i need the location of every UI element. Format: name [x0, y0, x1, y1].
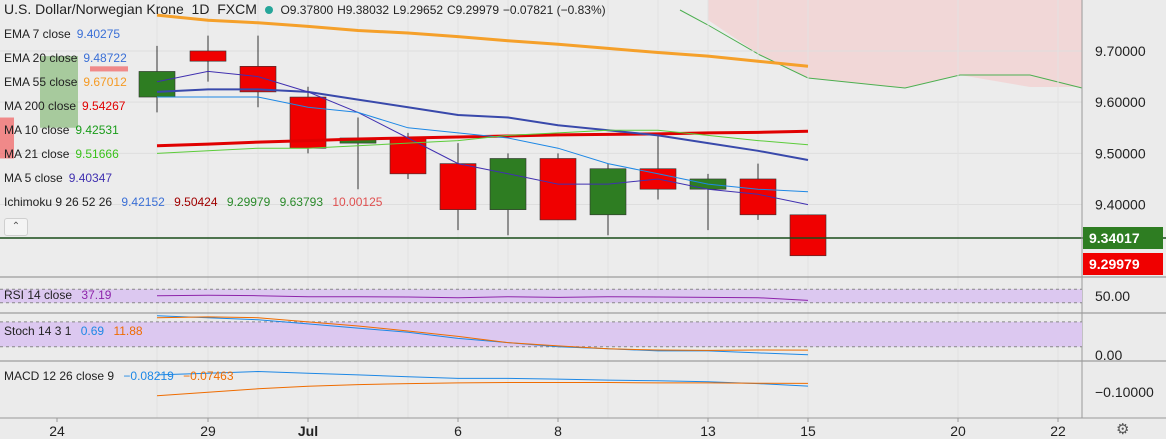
price-axis-label: 9.50000	[1095, 145, 1146, 161]
legend-label: EMA 7 close	[4, 27, 71, 41]
legend-value: 9.51666	[75, 147, 119, 161]
rsi-line	[156, 294, 809, 301]
rsi-axis-label: 50.00	[1095, 288, 1130, 304]
ichimoku-value-5: 10.00125	[332, 195, 383, 209]
price-axis-label: 9.70000	[1095, 43, 1146, 59]
legend-label: MA 21 close	[4, 147, 70, 161]
candle-partial-up	[40, 56, 78, 128]
stoch-legend: Stoch 14 3 1 0.69 11.88	[4, 324, 143, 338]
macd-axis-label: −0.10000	[1095, 384, 1154, 400]
status-dot-icon	[264, 6, 273, 14]
candle-partial-down	[90, 66, 128, 72]
gear-icon[interactable]: ⚙	[1116, 421, 1130, 438]
candle-down	[789, 214, 827, 257]
symbol-title: U.S. Dollar/Norwegian Krone	[4, 1, 184, 17]
candle-up	[138, 71, 176, 98]
series-line	[156, 129, 809, 154]
series-line	[156, 13, 809, 68]
close-price-tag: 9.29979	[1083, 253, 1163, 275]
candle-down	[539, 158, 577, 221]
low-value: L9.29652	[393, 3, 444, 17]
legend-row: MA 10 close 9.42531	[4, 123, 125, 137]
macd-signal-value: −0.07463	[183, 369, 234, 383]
stoch-d-value: 11.88	[113, 324, 143, 338]
candle-up	[489, 158, 527, 210]
ichimoku-span-line	[679, 9, 1083, 89]
candle-up	[589, 168, 627, 216]
ichimoku-value-2: 9.50424	[174, 195, 218, 209]
legend-value: 9.40275	[76, 27, 121, 41]
ichimoku-label: Ichimoku 9 26 52 26	[4, 195, 113, 209]
x-axis-label: 6	[454, 423, 462, 439]
ichimoku-value-1: 9.42152	[121, 195, 165, 209]
candle-down	[439, 163, 477, 210]
legend-value: 9.42531	[75, 123, 119, 137]
candle-down	[239, 66, 277, 93]
price-axis-label: 9.40000	[1095, 197, 1146, 213]
candle-partial-down	[0, 117, 14, 159]
rsi-legend: RSI 14 close 37.19	[4, 288, 111, 302]
x-axis-label: 29	[200, 423, 216, 439]
macd-legend: MACD 12 26 close 9 −0.08219 −0.07463	[4, 369, 234, 383]
stoch-d-line	[156, 316, 809, 351]
rsi-value: 37.19	[81, 288, 112, 302]
legend-label: EMA 55 close	[4, 75, 78, 89]
legend-row: EMA 20 close 9.48722	[4, 51, 133, 65]
macd-line	[156, 370, 809, 387]
stoch-axis-label: 0.00	[1095, 347, 1122, 363]
legend-row: MA 21 close 9.51666	[4, 147, 125, 161]
x-axis-label: 8	[554, 423, 562, 439]
ichimoku-value-3: 9.29979	[226, 195, 271, 209]
stoch-band	[0, 321, 1082, 347]
series-line	[156, 129, 809, 148]
legend-value: 9.67012	[83, 75, 127, 89]
legend-value: 9.40347	[68, 171, 113, 185]
change-value: −0.07821 (−0.83%)	[502, 3, 606, 17]
x-axis-label: 13	[700, 423, 716, 439]
chevron-up-icon[interactable]: ⌃	[4, 218, 28, 236]
chart-header: U.S. Dollar/Norwegian Krone 1D FXCM O9.3…	[4, 2, 606, 17]
legend-label: MA 5 close	[4, 171, 63, 185]
x-axis-label: Jul	[298, 423, 318, 439]
interval-label: 1D	[191, 1, 210, 17]
legend-row: MA 200 close 9.54267	[4, 99, 131, 113]
legend-label: MA 200 close	[4, 99, 77, 113]
stoch-k-value: 0.69	[80, 324, 105, 338]
legend-row: EMA 7 close 9.40275	[4, 27, 126, 41]
high-value: H9.38032	[337, 3, 390, 17]
ichimoku-legend: Ichimoku 9 26 52 26 9.42152 9.50424 9.29…	[4, 195, 382, 209]
legend-label: MA 10 close	[4, 123, 70, 137]
legend-value: 9.48722	[83, 51, 127, 65]
x-axis-label: 15	[800, 423, 816, 439]
legend-label: EMA 20 close	[4, 51, 78, 65]
macd-signal-line	[156, 382, 809, 397]
macd-value: −0.08219	[123, 369, 174, 383]
open-value: O9.37800	[280, 3, 334, 17]
candle-down	[189, 50, 227, 62]
x-axis-label: 22	[1050, 423, 1066, 439]
legend-row: MA 5 close 9.40347	[4, 171, 118, 185]
rsi-band	[0, 289, 1082, 303]
series-line	[156, 88, 809, 161]
rsi-label: RSI 14 close	[4, 288, 73, 302]
stoch-label: Stoch 14 3 1	[4, 324, 72, 338]
stoch-k-line	[156, 315, 809, 356]
x-axis-label: 24	[49, 423, 65, 439]
legend-value: 9.54267	[82, 99, 126, 113]
series-line	[156, 70, 809, 206]
x-axis-label: 20	[950, 423, 966, 439]
legend-row: EMA 55 close 9.67012	[4, 75, 133, 89]
series-line	[157, 96, 809, 193]
last-price-tag: 9.34017	[1083, 227, 1163, 249]
price-axis-label: 9.60000	[1095, 94, 1146, 110]
source-label: FXCM	[217, 1, 257, 17]
close-value: C9.29979	[446, 3, 499, 17]
ichimoku-value-4: 9.63793	[279, 195, 324, 209]
macd-label: MACD 12 26 close 9	[4, 369, 115, 383]
